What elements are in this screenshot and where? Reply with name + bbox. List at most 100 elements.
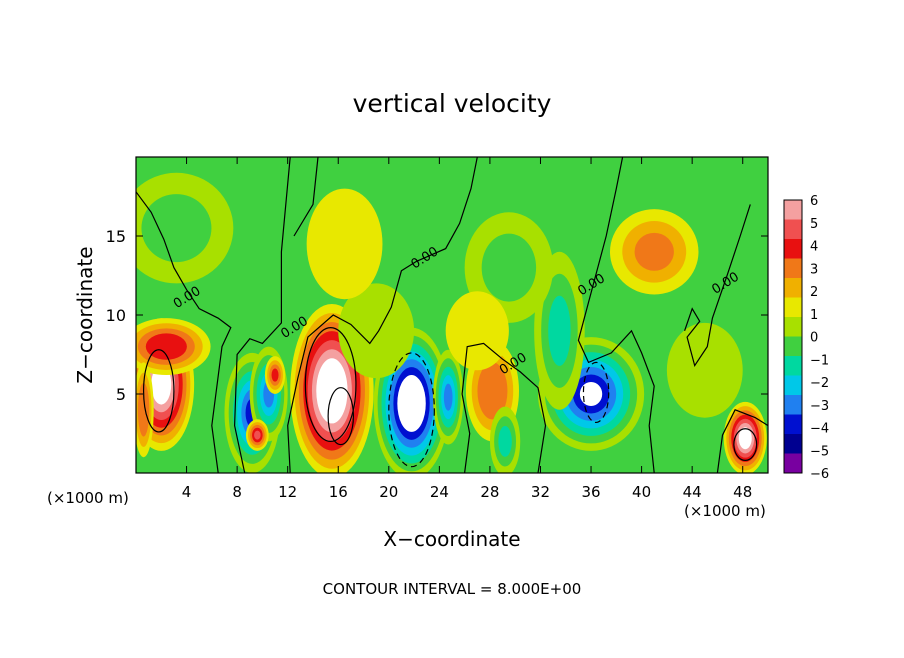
- colorbar-swatch: [784, 414, 802, 435]
- heatmap-feature: [489, 406, 521, 473]
- heatmap-cell: [548, 295, 571, 366]
- contour-line-zero: [233, 157, 291, 473]
- y-tick-label: 15: [106, 227, 126, 246]
- heatmap-cell: [634, 232, 674, 271]
- colorbar-label: 4: [810, 240, 818, 255]
- chart-title: vertical velocity: [353, 89, 552, 118]
- x-axis-title: X−coordinate: [383, 527, 520, 551]
- x-tick-label: 16: [329, 483, 348, 501]
- x-tick-label: 20: [379, 483, 398, 501]
- contour-line-positive: [327, 387, 355, 446]
- colorbar-label: −1: [810, 353, 829, 368]
- heatmap-cell: [483, 373, 502, 409]
- colorbar-label: 3: [810, 262, 818, 277]
- heatmap-cell: [141, 194, 212, 263]
- heatmap-feature: [338, 283, 415, 379]
- heatmap-feature: [264, 356, 286, 394]
- x-tick-label: 12: [278, 483, 297, 501]
- colorbar-label: −2: [810, 376, 829, 391]
- x-tick-label: 4: [182, 483, 192, 501]
- colorbar-label: −5: [810, 444, 829, 459]
- x-tick-label: 44: [683, 483, 702, 501]
- heatmap-feature: [245, 419, 269, 451]
- contour-line-zero: [684, 204, 751, 368]
- contour-interval-note: CONTOUR INTERVAL = 8.000E+00: [323, 580, 582, 598]
- y-axis: 5 10 15: [106, 227, 768, 404]
- heatmap-layer: [136, 172, 767, 473]
- heatmap-cell: [324, 376, 339, 406]
- contour-line-zero: [287, 157, 478, 473]
- colorbar-label: 1: [810, 308, 818, 323]
- heatmap-cell: [140, 393, 148, 427]
- x-axis: 4 8 12 16 20 24 28 32 36 40 44 48: [182, 157, 752, 501]
- heatmap-cell: [498, 425, 512, 457]
- heatmap-cell: [443, 383, 453, 411]
- contour-line-zero: [577, 157, 655, 473]
- colorbar: 6 5 4 3 2 1 0 −1 −2 −3 −4 −5 −6: [783, 194, 829, 482]
- contour-line-zero: [136, 191, 232, 473]
- contour-line-positive: [733, 428, 758, 461]
- contour-line-negative: [388, 352, 435, 468]
- heatmap-cell: [481, 233, 537, 302]
- colorbar-swatch: [784, 375, 802, 396]
- colorbar-swatch: [784, 356, 802, 376]
- x-tick-label: 48: [733, 483, 752, 501]
- x-tick-label: 28: [480, 483, 499, 501]
- heatmap-cell: [254, 430, 261, 440]
- x-tick-label: 24: [430, 483, 449, 501]
- heatmap-feature: [666, 322, 743, 418]
- heatmap-cell: [666, 322, 743, 418]
- colorbar-label: −3: [810, 399, 829, 414]
- colorbar-swatch: [784, 219, 802, 240]
- colorbar-swatch: [784, 336, 802, 357]
- x-tick-label: 32: [531, 483, 550, 501]
- heatmap-cell: [579, 382, 603, 406]
- colorbar-swatch: [784, 278, 802, 298]
- contour-layer: [136, 157, 768, 473]
- heatmap-feature: [445, 291, 509, 371]
- colorbar-swatch: [784, 258, 802, 279]
- colorbar-swatch: [784, 434, 802, 454]
- colorbar-swatch: [784, 453, 802, 474]
- contour-line-zero: [461, 342, 547, 473]
- colorbar-swatch: [784, 239, 802, 259]
- heatmap-cell: [153, 338, 179, 355]
- heatmap-feature: [610, 209, 699, 295]
- colorbar-swatch: [784, 297, 802, 318]
- heatmap-cell: [457, 306, 497, 356]
- heatmap-cell: [155, 372, 168, 397]
- heatmap-feature: [306, 188, 383, 300]
- plot-area: 0.000.000.000.000.00 0.00: [135, 156, 769, 474]
- y-tick-label: 10: [106, 306, 126, 325]
- heatmap-cell: [405, 390, 418, 417]
- x-tick-label: 40: [632, 483, 651, 501]
- x-tick-label: 36: [581, 483, 600, 501]
- x-tick-label: 8: [232, 483, 242, 501]
- colorbar-label: −6: [810, 467, 829, 482]
- colorbar-label: 5: [810, 217, 818, 232]
- heatmap-cell: [338, 283, 415, 379]
- colorbar-label: 0: [810, 331, 818, 346]
- heatmap-cell: [741, 431, 750, 446]
- heatmap-feature: [433, 349, 464, 445]
- contour-line-positive: [142, 349, 175, 433]
- contour-line-zero: [293, 157, 319, 237]
- heatmap-cell: [271, 368, 279, 382]
- colorbar-swatch: [784, 317, 802, 337]
- contour-line-negative: [582, 361, 610, 424]
- colorbar-swatch: [784, 395, 802, 415]
- heatmap-feature: [136, 172, 234, 284]
- colorbar-label: 6: [810, 194, 818, 209]
- colorbar-label: −4: [810, 422, 829, 437]
- y-axis-title: Z−coordinate: [73, 246, 97, 383]
- colorbar-label: 2: [810, 285, 818, 300]
- contour-line-positive: [304, 327, 357, 442]
- x-unit-left: (×1000 m): [47, 489, 129, 507]
- heatmap-feature: [723, 401, 767, 473]
- colorbar-frame: [783, 199, 803, 474]
- heatmap-feature: [136, 318, 211, 376]
- x-unit-right: (×1000 m): [684, 502, 766, 520]
- contour-line-zero: [716, 409, 768, 473]
- heatmap-cell: [306, 188, 383, 300]
